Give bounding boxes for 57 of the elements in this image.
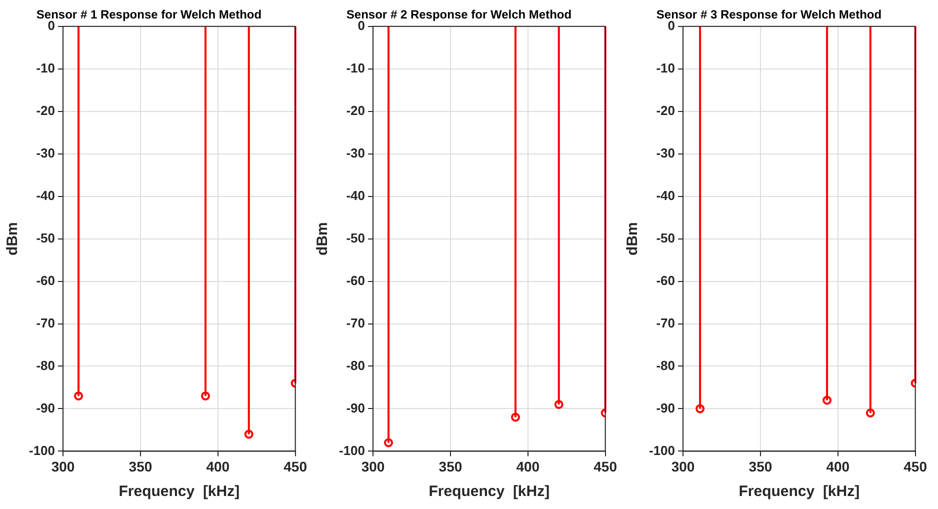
x-tick-label: 300: [51, 458, 75, 474]
y-tick-label: -20: [346, 102, 366, 118]
y-tick-label: -80: [656, 358, 676, 373]
y-tick-label: -50: [656, 230, 676, 246]
x-tick-label: 300: [671, 458, 695, 474]
y-axis-title: dBm: [624, 222, 642, 256]
point: [384, 438, 394, 448]
y-tick-label: -60: [346, 272, 366, 288]
x-tick-label: 400: [206, 458, 230, 474]
y-tick-label: -100: [28, 442, 56, 458]
x-tick-label: 350: [438, 458, 462, 474]
y-tick-label: -10: [656, 60, 676, 76]
y-tick-label: -40: [656, 188, 676, 203]
x-axis-title: Frequency [kHz]: [118, 483, 240, 500]
y-tick-label: -20: [36, 102, 56, 118]
y-axis-title: dBm: [314, 222, 332, 256]
point: [244, 430, 254, 439]
x-axis-title: Frequency [kHz]: [428, 483, 550, 500]
x-tick-label: 400: [826, 458, 850, 474]
y-tick-label: -80: [346, 358, 366, 373]
y-tick-label: -50: [346, 230, 366, 246]
point: [74, 391, 84, 400]
y-tick-label: -30: [656, 145, 676, 160]
x-tick-label: 350: [748, 458, 772, 474]
x-tick-label: 350: [128, 458, 152, 474]
y-tick-label: -90: [346, 400, 366, 416]
y-tick-label: -90: [656, 400, 676, 416]
y-tick-label: -70: [656, 315, 676, 330]
y-tick-label: -10: [36, 60, 56, 76]
y-tick-label: -80: [36, 358, 56, 373]
point: [696, 404, 705, 414]
y-axis-title: dBm: [4, 222, 22, 256]
y-tick-label: -40: [36, 188, 56, 203]
x-tick-label: 450: [904, 458, 928, 474]
y-tick-label: -70: [36, 315, 56, 330]
y-tick-label: -30: [346, 145, 366, 160]
x-tick-label: 450: [594, 458, 618, 474]
y-tick-label: -100: [648, 442, 676, 458]
y-tick-label: -40: [346, 188, 366, 203]
y-tick-label: -60: [656, 272, 676, 288]
y-tick-label: -50: [36, 230, 56, 246]
point: [201, 391, 210, 400]
point: [866, 408, 875, 418]
point: [554, 400, 564, 409]
y-tick-label: -30: [36, 145, 56, 160]
point: [822, 396, 832, 405]
point: [511, 412, 520, 422]
y-tick-label: -20: [656, 102, 676, 118]
y-tick-label: -100: [338, 442, 366, 458]
y-tick-label: -10: [346, 60, 366, 76]
x-tick-label: 400: [516, 458, 540, 474]
x-axis-title: Frequency [kHz]: [738, 483, 860, 500]
x-tick-label: 450: [284, 458, 308, 474]
x-tick-label: 300: [361, 458, 385, 474]
y-tick-label: -70: [346, 315, 366, 330]
y-tick-label: -90: [36, 400, 56, 416]
y-tick-label: -60: [36, 272, 56, 288]
